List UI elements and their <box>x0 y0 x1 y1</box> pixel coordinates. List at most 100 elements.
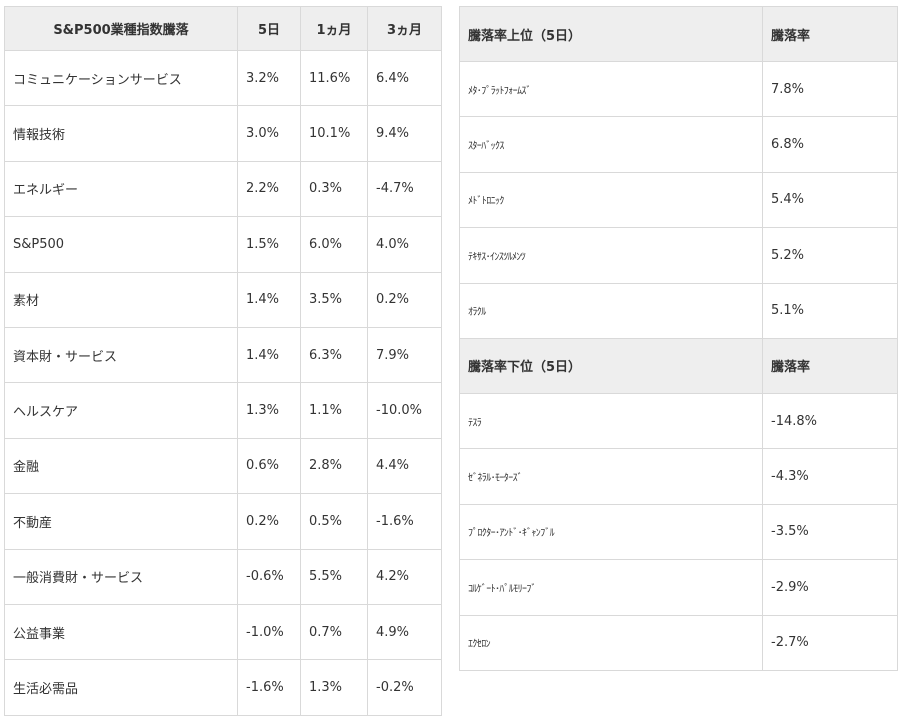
table-row: 資本財・サービス 1.4% 6.3% 7.9% <box>4 326 442 384</box>
sector-name-cell: S&P500 <box>4 216 238 273</box>
table-row: 素材 1.4% 3.5% 0.2% <box>4 271 442 328</box>
change-1m-cell: 0.7% <box>300 603 368 661</box>
change-5d-cell: 1.4% <box>237 271 301 328</box>
change-rate-cell: 5.4% <box>762 171 898 229</box>
change-5d-cell: 0.2% <box>237 493 301 550</box>
stock-name-cell: ﾒﾀ･ﾌﾟﾗｯﾄﾌｫｰﾑｽﾞ <box>459 60 763 118</box>
stock-name-cell: ｾﾞﾈﾗﾙ･ﾓｰﾀｰｽﾞ <box>459 448 763 505</box>
change-1m-cell: 11.6% <box>300 49 368 107</box>
change-3m-cell: 4.4% <box>367 437 442 495</box>
stock-name-cell: ｴｸｾﾛﾝ <box>459 614 763 671</box>
change-rate-cell: -3.5% <box>762 503 898 561</box>
sector-name-cell: 一般消費財・サービス <box>4 548 238 605</box>
change-rate-cell: -2.7% <box>762 614 898 671</box>
change-1m-cell: 6.0% <box>300 216 368 273</box>
change-5d-cell: 3.2% <box>237 49 301 107</box>
sector-name-cell: 素材 <box>4 271 238 328</box>
sector-header-row: S&P500業種指数騰落 5日 1ヵ月 3ヵ月 <box>4 6 442 51</box>
sector-performance-table: S&P500業種指数騰落 5日 1ヵ月 3ヵ月 コミュニケーションサービス 3.2… <box>4 6 442 716</box>
change-rate-cell: -2.9% <box>762 559 898 616</box>
change-5d-cell: 2.2% <box>237 160 301 218</box>
sector-header-name: S&P500業種指数騰落 <box>4 6 238 51</box>
sector-name-cell: コミュニケーションサービス <box>4 49 238 107</box>
change-3m-cell: -10.0% <box>367 382 442 439</box>
change-3m-cell: 4.2% <box>367 548 442 605</box>
table-row: ｽﾀｰﾊﾞｯｸｽ 6.8% <box>459 116 898 173</box>
change-5d-cell: 3.0% <box>237 105 301 162</box>
table-row: 一般消費財・サービス -0.6% 5.5% 4.2% <box>4 548 442 605</box>
sector-name-cell: 情報技術 <box>4 105 238 162</box>
stock-name-cell: ﾒﾄﾞﾄﾛﾆｯｸ <box>459 171 763 229</box>
change-5d-cell: 0.6% <box>237 437 301 495</box>
table-row: ｴｸｾﾛﾝ -2.7% <box>459 614 898 671</box>
stock-name-cell: ﾃｷｻｽ･ｲﾝｽﾂﾙﾒﾝﾂ <box>459 227 763 284</box>
table-row: ヘルスケア 1.3% 1.1% -10.0% <box>4 382 442 439</box>
gainers-header-rate: 騰落率 <box>762 6 898 62</box>
table-row: ﾒﾄﾞﾄﾛﾆｯｸ 5.4% <box>459 171 898 229</box>
change-1m-cell: 2.8% <box>300 437 368 495</box>
table-row: ｾﾞﾈﾗﾙ･ﾓｰﾀｰｽﾞ -4.3% <box>459 448 898 505</box>
stock-name-cell: ﾌﾟﾛｸﾀｰ･ｱﾝﾄﾞ･ｷﾞｬﾝﾌﾞﾙ <box>459 503 763 561</box>
table-row: ﾌﾟﾛｸﾀｰ･ｱﾝﾄﾞ･ｷﾞｬﾝﾌﾞﾙ -3.5% <box>459 503 898 561</box>
table-row: 公益事業 -1.0% 0.7% 4.9% <box>4 603 442 661</box>
change-1m-cell: 6.3% <box>300 326 368 384</box>
table-row: 不動産 0.2% 0.5% -1.6% <box>4 493 442 550</box>
gainers-body: ﾒﾀ･ﾌﾟﾗｯﾄﾌｫｰﾑｽﾞ 7.8% ｽﾀｰﾊﾞｯｸｽ 6.8% ﾒﾄﾞﾄﾛﾆｯｸ 5.… <box>459 60 898 339</box>
change-rate-cell: 5.1% <box>762 282 898 339</box>
sector-name-cell: 生活必需品 <box>4 659 238 716</box>
table-row: ﾃｷｻｽ･ｲﾝｽﾂﾙﾒﾝﾂ 5.2% <box>459 227 898 284</box>
sector-name-cell: 資本財・サービス <box>4 326 238 384</box>
change-5d-cell: 1.3% <box>237 382 301 439</box>
table-row: S&P500 1.5% 6.0% 4.0% <box>4 216 442 273</box>
stock-name-cell: ｽﾀｰﾊﾞｯｸｽ <box>459 116 763 173</box>
top-movers-table: 騰落率上位（5日） 騰落率 ﾒﾀ･ﾌﾟﾗｯﾄﾌｫｰﾑｽﾞ 7.8% ｽﾀｰﾊﾞｯｸｽ… <box>459 6 898 671</box>
table-row: 情報技術 3.0% 10.1% 9.4% <box>4 105 442 162</box>
change-1m-cell: 0.3% <box>300 160 368 218</box>
table-row: コミュニケーションサービス 3.2% 11.6% 6.4% <box>4 49 442 107</box>
table-row: ｵﾗｸﾙ 5.1% <box>459 282 898 339</box>
losers-header-name: 騰落率下位（5日） <box>459 337 763 394</box>
change-5d-cell: 1.5% <box>237 216 301 273</box>
sector-header-3m: 3ヵ月 <box>367 6 442 51</box>
change-5d-cell: -1.6% <box>237 659 301 716</box>
change-1m-cell: 3.5% <box>300 271 368 328</box>
table-row: ﾃｽﾗ -14.8% <box>459 392 898 450</box>
change-3m-cell: -4.7% <box>367 160 442 218</box>
change-rate-cell: 7.8% <box>762 60 898 118</box>
losers-body: ﾃｽﾗ -14.8% ｾﾞﾈﾗﾙ･ﾓｰﾀｰｽﾞ -4.3% ﾌﾟﾛｸﾀｰ･ｱﾝﾄﾞ･ｷﾞ… <box>459 392 898 671</box>
change-3m-cell: 6.4% <box>367 49 442 107</box>
gainers-header-name: 騰落率上位（5日） <box>459 6 763 62</box>
table-row: ｺﾙｹﾞｰﾄ･ﾊﾟﾙﾓﾘｰﾌﾞ -2.9% <box>459 559 898 616</box>
change-rate-cell: 5.2% <box>762 227 898 284</box>
change-3m-cell: 4.9% <box>367 603 442 661</box>
change-5d-cell: -1.0% <box>237 603 301 661</box>
stock-name-cell: ｺﾙｹﾞｰﾄ･ﾊﾟﾙﾓﾘｰﾌﾞ <box>459 559 763 616</box>
sector-header-5d: 5日 <box>237 6 301 51</box>
sector-name-cell: 不動産 <box>4 493 238 550</box>
change-1m-cell: 0.5% <box>300 493 368 550</box>
sector-name-cell: 公益事業 <box>4 603 238 661</box>
change-1m-cell: 5.5% <box>300 548 368 605</box>
table-row: エネルギー 2.2% 0.3% -4.7% <box>4 160 442 218</box>
stock-name-cell: ﾃｽﾗ <box>459 392 763 450</box>
change-3m-cell: -0.2% <box>367 659 442 716</box>
stock-name-cell: ｵﾗｸﾙ <box>459 282 763 339</box>
sector-name-cell: エネルギー <box>4 160 238 218</box>
change-rate-cell: -14.8% <box>762 392 898 450</box>
change-5d-cell: 1.4% <box>237 326 301 384</box>
sector-name-cell: 金融 <box>4 437 238 495</box>
sector-header-1m: 1ヵ月 <box>300 6 368 51</box>
change-5d-cell: -0.6% <box>237 548 301 605</box>
change-rate-cell: 6.8% <box>762 116 898 173</box>
losers-header-rate: 騰落率 <box>762 337 898 394</box>
change-3m-cell: 0.2% <box>367 271 442 328</box>
change-rate-cell: -4.3% <box>762 448 898 505</box>
change-3m-cell: 7.9% <box>367 326 442 384</box>
table-row: ﾒﾀ･ﾌﾟﾗｯﾄﾌｫｰﾑｽﾞ 7.8% <box>459 60 898 118</box>
gainers-header-row: 騰落率上位（5日） 騰落率 <box>459 6 898 62</box>
table-row: 金融 0.6% 2.8% 4.4% <box>4 437 442 495</box>
sector-name-cell: ヘルスケア <box>4 382 238 439</box>
change-3m-cell: 4.0% <box>367 216 442 273</box>
losers-header-row: 騰落率下位（5日） 騰落率 <box>459 337 898 394</box>
change-1m-cell: 10.1% <box>300 105 368 162</box>
